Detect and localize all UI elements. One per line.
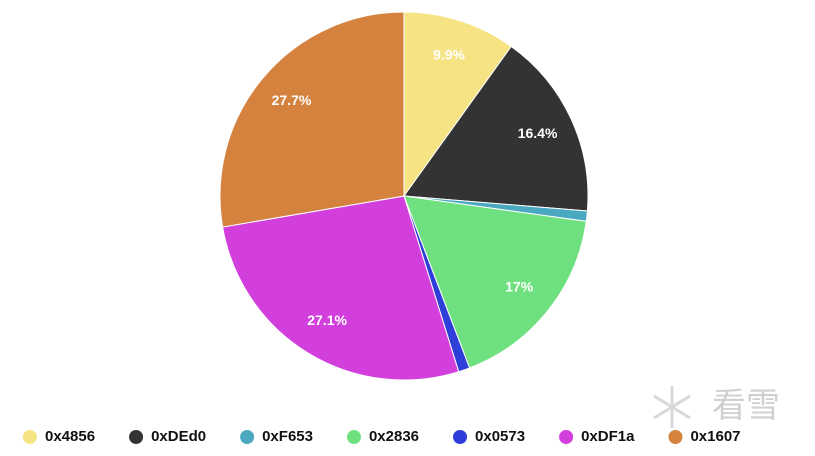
value-label: 16.4% xyxy=(518,125,558,141)
legend-label: 0xF653 xyxy=(262,428,313,445)
value-label: 27.1% xyxy=(307,312,347,328)
legend-label: 0xDEd0 xyxy=(151,428,206,445)
value-label: 9.9% xyxy=(433,47,465,63)
legend-marker xyxy=(559,430,574,444)
slice xyxy=(222,195,460,381)
slice xyxy=(403,195,587,369)
watermark-icon xyxy=(653,386,691,428)
value-label: 17% xyxy=(505,278,534,294)
legend-label: 0x0573 xyxy=(475,428,525,445)
legend-marker xyxy=(240,430,255,444)
slice xyxy=(403,11,512,198)
watermark: 看雪 xyxy=(712,387,780,425)
legend-marker xyxy=(346,430,361,444)
legend-marker xyxy=(453,430,468,444)
legend-marker xyxy=(23,430,37,444)
legend-marker xyxy=(668,430,683,444)
slice xyxy=(403,45,589,212)
legend-label: 0x2836 xyxy=(369,428,419,445)
slice xyxy=(219,11,405,228)
value-label: 27.7% xyxy=(272,92,312,108)
legend-label: 0x1607 xyxy=(690,428,740,445)
legend-marker xyxy=(129,430,144,444)
legend-label: 0x4856 xyxy=(45,428,95,445)
slices xyxy=(219,11,589,381)
legend-label: 0xDF1a xyxy=(581,428,635,445)
